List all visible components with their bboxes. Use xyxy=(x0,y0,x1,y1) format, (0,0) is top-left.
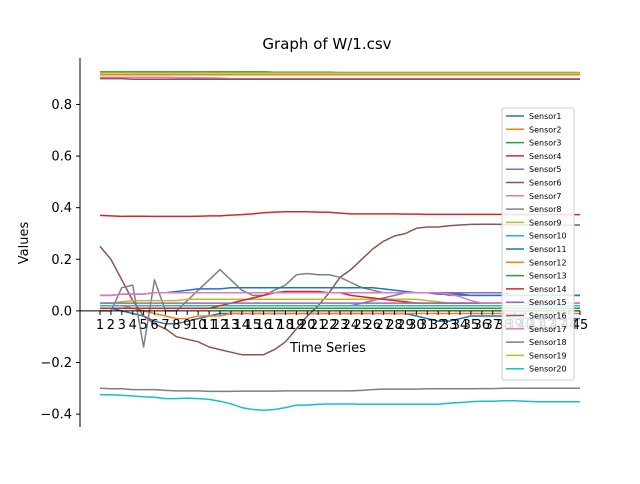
x-tick-label: 25 xyxy=(354,318,371,333)
legend-label: Sensor8 xyxy=(529,205,562,214)
legend-label: Sensor5 xyxy=(529,165,562,174)
x-tick-label: 14 xyxy=(234,318,251,333)
legend-label: Sensor18 xyxy=(529,338,567,347)
x-tick-label: 30 xyxy=(408,318,425,333)
x-tick-label: 12 xyxy=(212,318,229,333)
x-tick-label: 24 xyxy=(343,318,360,333)
y-tick-label: −0.2 xyxy=(40,356,72,371)
x-tick-label: 10 xyxy=(190,318,207,333)
x-tick-label: 20 xyxy=(299,318,316,333)
legend-label: Sensor13 xyxy=(529,272,567,281)
x-tick-label: 9 xyxy=(183,318,191,333)
x-tick-label: 18 xyxy=(277,318,294,333)
legend-label: Sensor2 xyxy=(529,125,562,134)
series-line-sensor4 xyxy=(99,211,580,218)
y-tick-label: 0.0 xyxy=(51,304,72,319)
series-line-sensor11 xyxy=(100,286,580,297)
x-tick-label: 32 xyxy=(430,318,447,333)
legend-label: Sensor1 xyxy=(529,112,562,121)
y-axis-label: Values xyxy=(17,222,32,265)
x-tick-label: 2 xyxy=(107,318,115,333)
x-tick-label: 7 xyxy=(161,318,169,333)
series-line-sensor18 xyxy=(99,387,580,393)
x-tick-label: 13 xyxy=(223,318,240,333)
x-tick-label: 29 xyxy=(397,318,414,333)
legend-label: Sensor14 xyxy=(529,285,567,294)
legend-label: Sensor16 xyxy=(529,312,567,321)
x-tick-label: 37 xyxy=(484,318,501,333)
legend-label: Sensor19 xyxy=(529,351,567,360)
x-tick-label: 5 xyxy=(139,318,147,333)
x-tick-label: 19 xyxy=(288,318,305,333)
series-line-sensor7 xyxy=(100,76,580,80)
x-tick-label: 11 xyxy=(201,318,218,333)
x-tick-label: 1 xyxy=(96,318,104,333)
legend-label: Sensor10 xyxy=(529,232,567,241)
legend: Sensor1 Sensor2 Sensor3 Sensor4 Sensor5 Senso… xyxy=(501,107,575,381)
x-tick-label: 15 xyxy=(244,318,261,333)
series-lines xyxy=(99,71,580,411)
x-tick-label: 45 xyxy=(572,318,589,333)
y-tick-label: 0.4 xyxy=(51,201,72,216)
legend-label: Sensor17 xyxy=(529,325,567,334)
legend-label: Sensor7 xyxy=(529,192,562,201)
series-line-sensor16 xyxy=(100,77,580,80)
legend-label: Sensor6 xyxy=(529,179,562,188)
y-axis-ticks: −0.4 −0.2 0.0 0.2 0.4 0.6 0.8 xyxy=(40,98,80,423)
x-tick-label: 26 xyxy=(364,318,381,333)
x-tick-label: 23 xyxy=(332,318,349,333)
x-tick-label: 34 xyxy=(452,318,469,333)
legend-label: Sensor12 xyxy=(529,258,567,267)
x-tick-label: 4 xyxy=(129,318,137,333)
x-tick-label: 36 xyxy=(474,318,491,333)
x-tick-label: 22 xyxy=(321,318,338,333)
y-tick-label: −0.4 xyxy=(40,408,72,423)
legend-label: Sensor4 xyxy=(529,152,562,161)
y-tick-label: 0.6 xyxy=(51,150,72,165)
legend-label: Sensor11 xyxy=(529,245,567,254)
x-tick-label: 27 xyxy=(375,318,392,333)
x-tick-label: 3 xyxy=(118,318,126,333)
series-line-sensor17 xyxy=(100,292,580,304)
legend-label: Sensor20 xyxy=(529,365,567,374)
series-line-sensor20 xyxy=(100,393,580,411)
chart-title: Graph of W/1.csv xyxy=(262,35,391,53)
x-tick-label: 16 xyxy=(255,318,272,333)
x-tick-label: 33 xyxy=(441,318,458,333)
y-tick-label: 0.8 xyxy=(51,98,72,113)
y-tick-label: 0.2 xyxy=(51,253,72,268)
legend-label: Sensor3 xyxy=(529,139,562,148)
legend-label: Sensor9 xyxy=(529,218,562,227)
x-tick-label: 21 xyxy=(310,318,327,333)
x-tick-label: 28 xyxy=(386,318,403,333)
x-tick-label: 6 xyxy=(150,318,158,333)
legend-frame xyxy=(501,107,575,381)
x-tick-label: 17 xyxy=(266,318,283,333)
x-tick-label: 35 xyxy=(463,318,480,333)
x-axis-label: Time Series xyxy=(289,341,366,356)
x-tick-label: 8 xyxy=(172,318,180,333)
legend-label: Sensor15 xyxy=(529,298,567,307)
x-tick-label: 31 xyxy=(419,318,436,333)
